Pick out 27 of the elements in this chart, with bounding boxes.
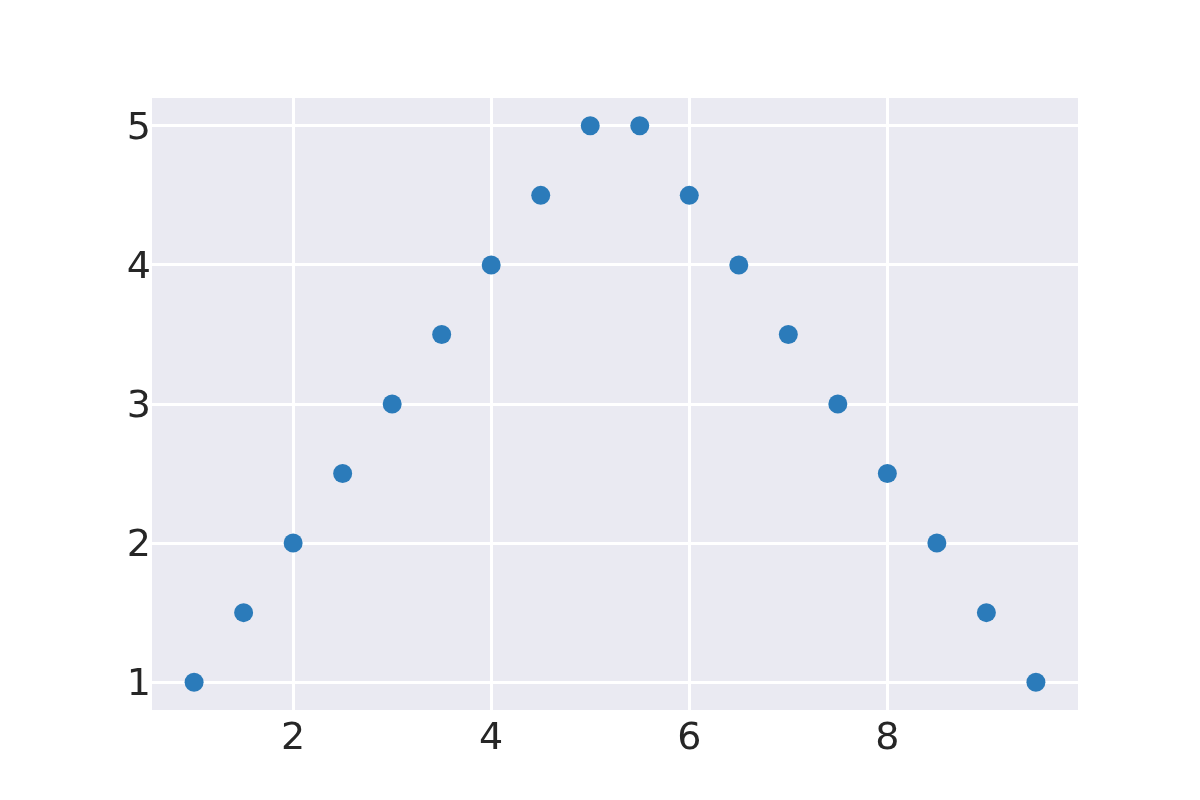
point — [630, 116, 650, 136]
point — [481, 255, 501, 275]
point — [976, 603, 996, 623]
point — [432, 324, 452, 344]
point — [679, 185, 699, 205]
y-tick-label: 1 — [126, 660, 151, 705]
y-tick-label: 2 — [126, 521, 151, 566]
point — [877, 464, 897, 484]
point — [729, 255, 749, 275]
point — [234, 603, 254, 623]
point — [333, 464, 353, 484]
x-tick-label: 2 — [281, 714, 306, 758]
y-tick-label: 5 — [126, 104, 151, 149]
y-tick-label: 3 — [126, 382, 151, 427]
point — [283, 533, 303, 553]
point — [531, 185, 551, 205]
point — [828, 394, 848, 414]
point — [778, 324, 798, 344]
x-tick-label: 8 — [875, 714, 900, 758]
point — [927, 533, 947, 553]
point — [580, 116, 600, 136]
x-tick-label: 6 — [677, 714, 702, 758]
point — [184, 672, 204, 692]
point — [1026, 672, 1046, 692]
y-tick-label: 4 — [126, 243, 151, 288]
point — [382, 394, 402, 414]
x-tick-label: 4 — [479, 714, 504, 758]
